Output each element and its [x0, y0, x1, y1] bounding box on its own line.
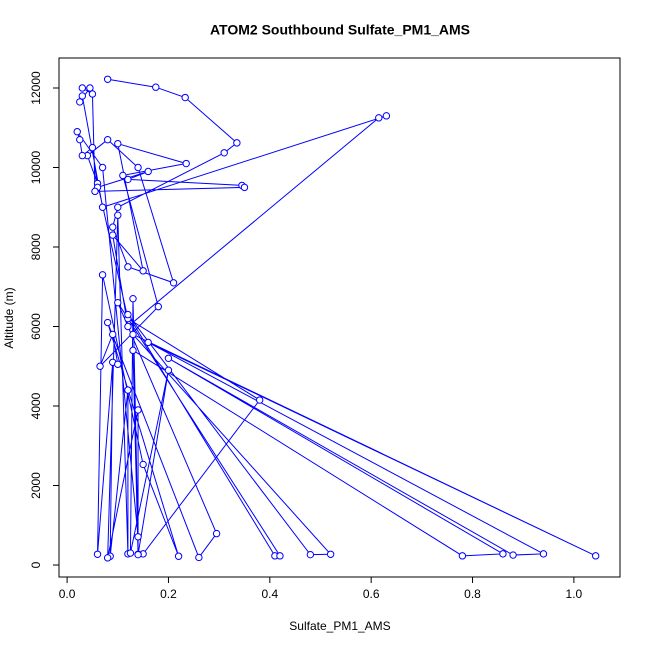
data-point: [103, 554, 112, 562]
data-point: [86, 84, 94, 92]
data-point: [114, 360, 122, 368]
data-point: [240, 183, 249, 192]
data-point: [78, 84, 87, 92]
data-point: [212, 529, 221, 538]
y-tick-label: 10000: [29, 151, 43, 185]
chart-title: ATOM2 Southbound Sulfate_PM1_AMS: [210, 22, 470, 38]
data-point: [134, 406, 142, 414]
data-point: [109, 231, 117, 239]
data-point: [144, 338, 152, 347]
data-point: [73, 128, 81, 136]
data-point: [509, 551, 517, 559]
plot-frame: [58, 57, 621, 578]
data-point: [134, 533, 142, 541]
data-point: [152, 83, 160, 91]
data-point: [255, 396, 264, 404]
data-point: [78, 151, 87, 160]
data-point: [114, 298, 122, 307]
x-tick-label: 0.8: [464, 587, 481, 601]
data-point: [174, 552, 183, 560]
data-point: [182, 159, 190, 168]
y-tick-label: 2000: [29, 472, 43, 499]
data-point: [98, 163, 107, 172]
data-point: [91, 187, 99, 196]
x-tick-label: 0.2: [160, 587, 177, 601]
data-point: [375, 114, 383, 122]
data-point: [233, 139, 241, 147]
y-tick-label: 12000: [29, 71, 43, 105]
data-point: [134, 550, 142, 559]
data-point: [129, 330, 137, 339]
data-point: [124, 310, 132, 319]
data-point: [276, 552, 284, 560]
data-point: [139, 267, 147, 275]
data-point: [591, 552, 600, 560]
data-line: [76, 78, 596, 559]
data-point: [76, 98, 84, 106]
x-tick-label: 0.6: [363, 587, 380, 601]
y-tick-label: 4000: [29, 392, 43, 419]
x-tick-label: 1.0: [566, 587, 583, 601]
data-point: [114, 211, 122, 219]
x-tick-label: 0.4: [261, 587, 278, 601]
data-point: [124, 175, 132, 184]
data-point: [98, 203, 107, 211]
data-point: [129, 294, 137, 303]
data-point: [220, 149, 228, 157]
data-point: [103, 135, 112, 144]
data-point: [326, 550, 335, 558]
data-point: [139, 460, 147, 469]
data-point: [181, 93, 189, 102]
data-point: [164, 366, 173, 374]
data-point: [129, 346, 137, 355]
y-axis-label: Altitude (m): [2, 287, 16, 348]
data-point: [164, 354, 173, 363]
data-point: [88, 143, 97, 152]
data-point: [78, 92, 87, 100]
data-point: [93, 550, 102, 558]
data-point: [114, 203, 122, 211]
y-tick-label: 0: [29, 561, 43, 568]
x-tick-label: 0.0: [59, 587, 76, 601]
y-tick-label: 6000: [29, 313, 43, 340]
data-point: [195, 553, 203, 562]
data-point: [103, 75, 112, 83]
data-point: [169, 279, 178, 287]
data-point: [382, 112, 391, 120]
data-point: [76, 135, 84, 144]
data-point: [103, 318, 112, 327]
data-point: [124, 386, 132, 394]
data-point: [124, 322, 132, 331]
data-point: [98, 271, 107, 279]
data-point: [458, 552, 467, 560]
data-point: [109, 223, 117, 231]
y-tick-label: 8000: [29, 233, 43, 260]
data-point: [119, 171, 127, 180]
data-point: [144, 167, 152, 176]
data-point: [88, 90, 97, 98]
data-point: [109, 330, 117, 339]
x-axis-label: Sulfate_PM1_AMS: [289, 619, 390, 633]
data-point: [306, 550, 315, 559]
data-point: [134, 163, 142, 172]
data-point: [126, 549, 135, 557]
data-point: [114, 139, 122, 148]
data-point: [124, 263, 132, 271]
data-point: [539, 550, 548, 558]
data-point: [499, 550, 507, 558]
data-point: [154, 302, 163, 311]
data-point: [96, 362, 104, 370]
